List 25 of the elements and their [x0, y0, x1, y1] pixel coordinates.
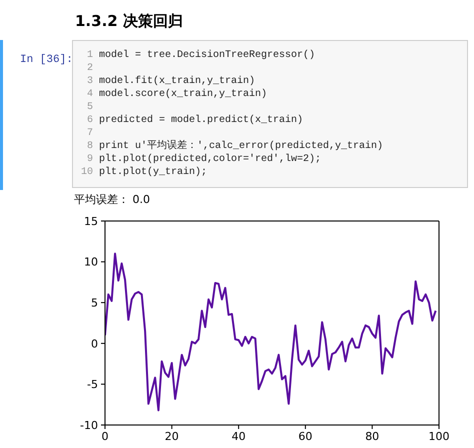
x-tick-label: 80 [365, 430, 380, 443]
y-tick-label: 5 [91, 296, 98, 310]
text: 6 predicted = model.predict(x_train) [86, 114, 304, 127]
text: 4 model.score(x_train,y_train) [86, 88, 268, 101]
text: In [36]: [20, 54, 73, 66]
text: 3 model.fit(x_train,y_train) [86, 75, 256, 88]
x-tick-label: 20 [164, 430, 179, 443]
text: 9 plt.plot(predicted,color='red',lw=2); [86, 153, 322, 166]
x-tick-label: 60 [298, 430, 312, 443]
y-tick-label: -10 [80, 418, 98, 432]
chart-title: 1.3.2 决策回归 [75, 12, 183, 31]
text: 1 model = tree.DecisionTreeRegressor() [86, 49, 316, 62]
text: 7 [86, 127, 93, 140]
line-series [105, 252, 437, 412]
text: 2 [86, 62, 93, 75]
y-tick-label: 15 [84, 214, 98, 228]
x-tick-label: 100 [428, 430, 450, 443]
x-tick-label: 40 [232, 430, 246, 443]
y-tick-label: 10 [84, 256, 98, 269]
y-tick-label: -5 [87, 378, 98, 392]
x-tick-label: 0 [102, 430, 108, 443]
y-tick-label: 0 [91, 337, 98, 350]
text: 8 print u'平均误差：',calc_error(predicted,y_train) [86, 140, 384, 153]
text: 平均误差： 0.0 [74, 192, 150, 207]
text: 10 plt.plot(y_train); [80, 166, 208, 179]
